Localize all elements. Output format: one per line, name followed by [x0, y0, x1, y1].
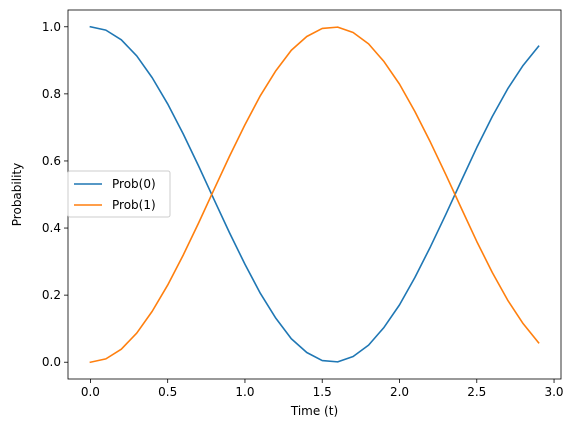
- y-tick-label: 1.0: [42, 20, 61, 34]
- legend: Prob(0) Prob(1): [67, 170, 171, 218]
- x-tick-label: 2.0: [390, 385, 409, 399]
- y-tick-label: 0.0: [42, 355, 61, 369]
- y-tick-label: 0.2: [42, 288, 61, 302]
- y-tick-label: 0.4: [42, 221, 61, 235]
- legend-label-prob-1: Prob(1): [112, 198, 156, 212]
- y-axis-label: Probability: [10, 163, 24, 226]
- x-axis-label: Time (t): [290, 404, 338, 418]
- series-layer: [89, 25, 540, 364]
- y-tick-label: 0.8: [42, 87, 61, 101]
- x-tick-label: 0.0: [81, 385, 100, 399]
- y-tick-label: 0.6: [42, 154, 61, 168]
- x-tick-label: 0.5: [158, 385, 177, 399]
- series-line-prob-0: [89, 25, 540, 363]
- legend-label-prob-0: Prob(0): [112, 177, 156, 191]
- x-tick-label: 1.5: [313, 385, 332, 399]
- tick-layer: 0.0 0.5 1.0 1.5 2.0 2.5 3.0 0.0 0.2 0.4 0.6 0.8 1.0: [42, 20, 564, 399]
- x-tick-label: 2.5: [467, 385, 486, 399]
- x-tick-label: 1.0: [235, 385, 254, 399]
- x-tick-label: 3.0: [544, 385, 563, 399]
- series-line-prob-1: [89, 26, 540, 364]
